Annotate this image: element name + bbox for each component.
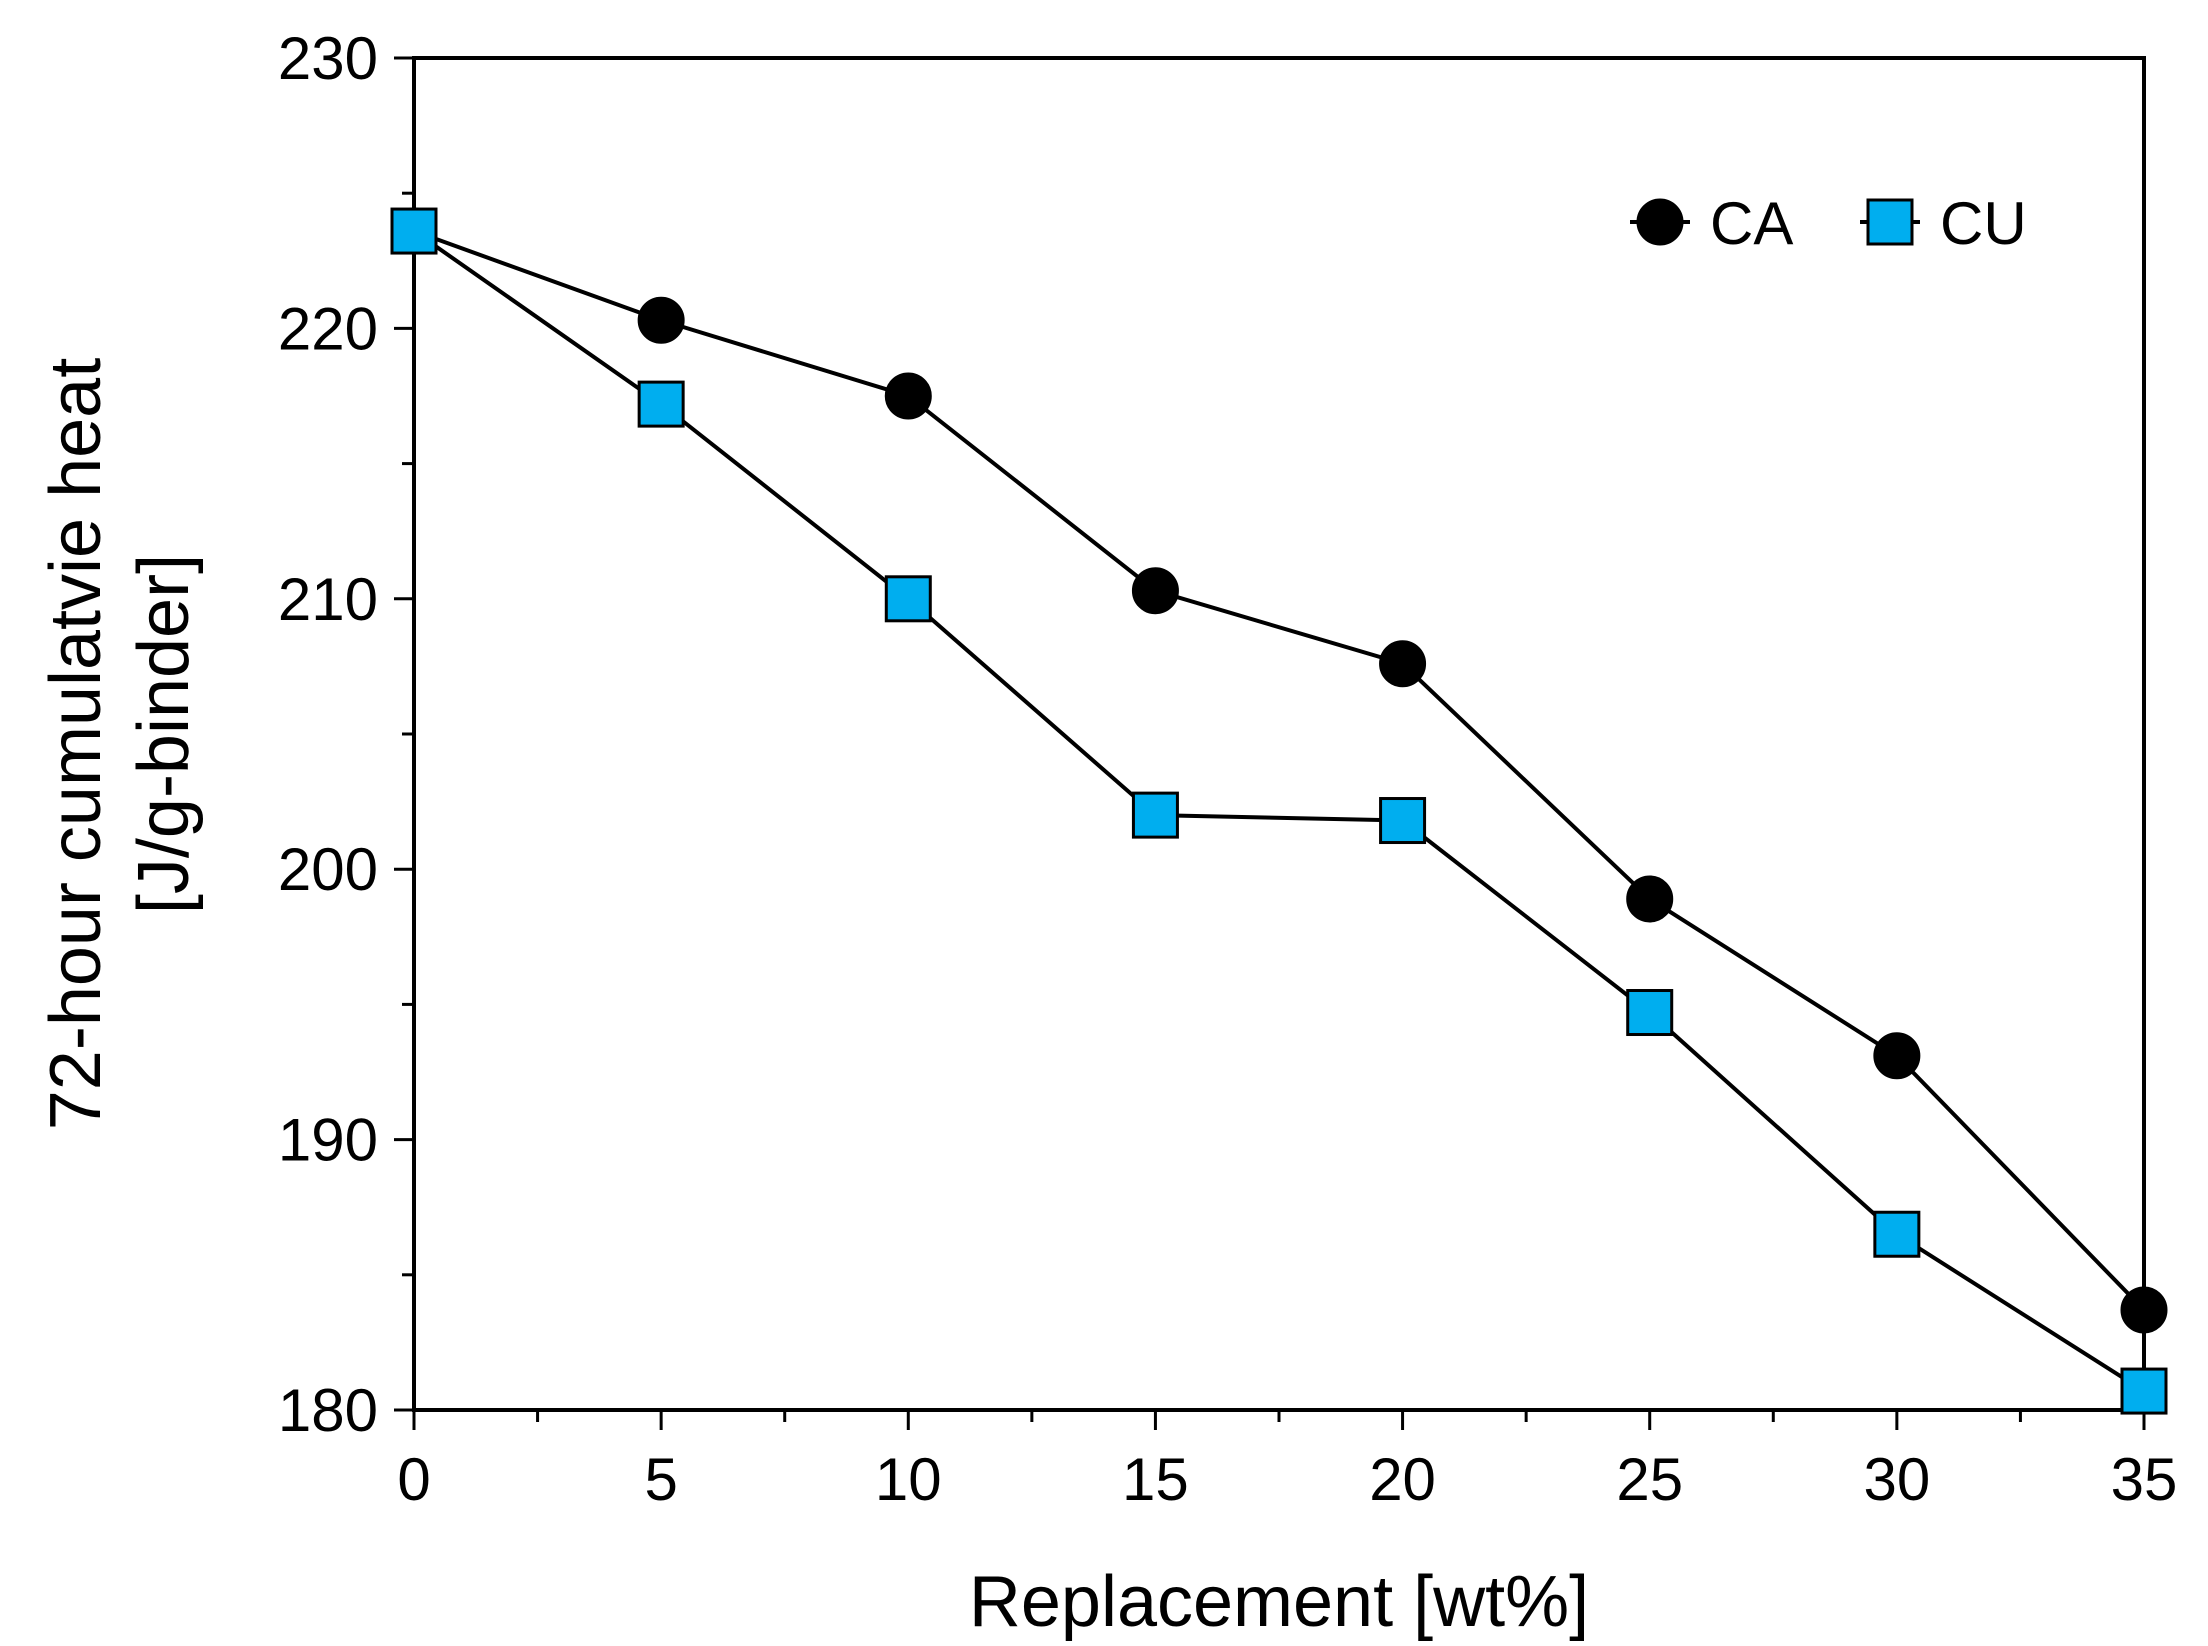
x-tick-label: 15 — [1122, 1446, 1189, 1513]
y-axis-title: 72-hour cumulatvie heat [J/g-binder] — [36, 338, 204, 1130]
x-tick-label: 25 — [1616, 1446, 1683, 1513]
legend-label-ca: CA — [1710, 190, 1793, 257]
point-ca — [1131, 567, 1179, 615]
y-tick-label: 190 — [278, 1107, 378, 1174]
y-axis-title-line-1: 72-hour cumulatvie heat — [36, 358, 116, 1130]
series-line-cu — [412, 229, 2146, 1393]
point-cu — [1873, 1210, 1921, 1258]
x-tick-label: 20 — [1369, 1446, 1436, 1513]
point-cu — [390, 207, 438, 255]
x-tick-label: 5 — [644, 1446, 677, 1513]
x-axis-title: Replacement [wt%] — [969, 1562, 1589, 1642]
legend-marker-ca — [1636, 198, 1684, 246]
legend-label-cu: CU — [1940, 190, 2027, 257]
point-ca — [1873, 1032, 1921, 1080]
legend: CA CU — [1630, 190, 2027, 257]
legend-marker-cu — [1866, 198, 1914, 246]
point-ca — [1626, 875, 1674, 923]
axis-tick-labels: 0 5 10 15 20 25 30 35 180 190 200 210 220 230 — [278, 25, 2177, 1513]
x-tick-label: 30 — [1863, 1446, 1930, 1513]
x-tick-label: 35 — [2111, 1446, 2178, 1513]
x-tick-label: 10 — [875, 1446, 942, 1513]
x-tick-label: 0 — [397, 1446, 430, 1513]
point-ca — [2120, 1286, 2168, 1334]
point-ca — [637, 296, 685, 344]
y-axis-title-line-2: [J/g-binder] — [124, 554, 204, 914]
point-ca — [1379, 640, 1427, 688]
point-cu — [2120, 1367, 2168, 1415]
axis-ticks — [394, 56, 2146, 1430]
y-tick-label: 220 — [278, 295, 378, 362]
y-tick-label: 180 — [278, 1377, 378, 1444]
point-ca — [884, 372, 932, 420]
point-cu — [884, 575, 932, 623]
y-tick-label: 230 — [278, 25, 378, 92]
y-tick-label: 210 — [278, 566, 378, 633]
series-markers — [390, 207, 2168, 1415]
point-cu — [1131, 791, 1179, 839]
series-line-ca — [413, 229, 2146, 1312]
point-cu — [1379, 797, 1427, 845]
plot-frame — [412, 56, 2146, 1412]
series-lines — [412, 229, 2146, 1393]
point-cu — [1626, 989, 1674, 1037]
point-cu — [637, 380, 685, 428]
y-tick-label: 200 — [278, 836, 378, 903]
